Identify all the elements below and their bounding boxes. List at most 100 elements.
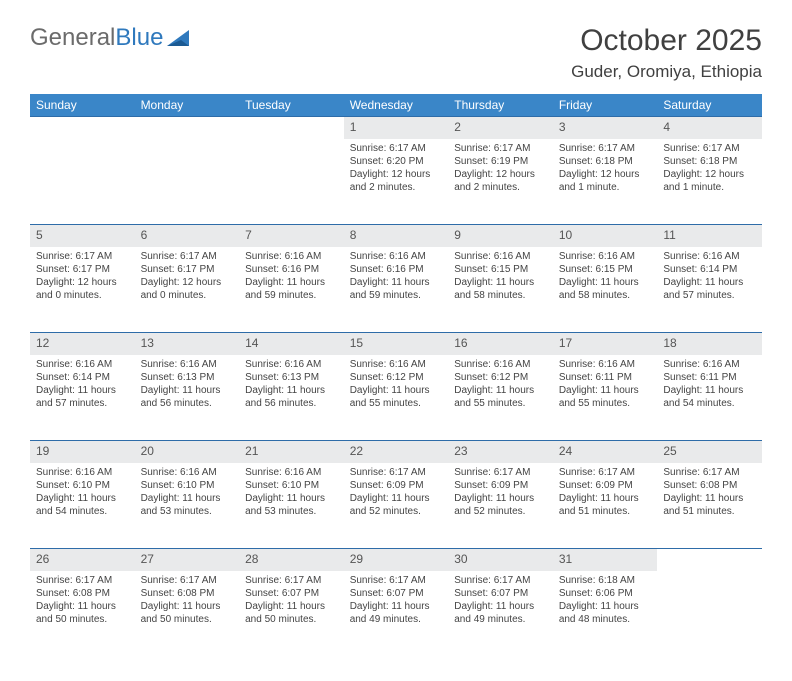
- sunrise-text: Sunrise: 6:16 AM: [454, 358, 547, 371]
- day-number-row: 567891011: [30, 225, 762, 247]
- day-data-cell: Sunrise: 6:17 AMSunset: 6:07 PMDaylight:…: [239, 571, 344, 657]
- day-data-row: Sunrise: 6:17 AMSunset: 6:20 PMDaylight:…: [30, 139, 762, 225]
- daylight-text: Daylight: 11 hours: [559, 492, 652, 505]
- daylight-text: and 55 minutes.: [559, 397, 652, 410]
- daylight-text: Daylight: 12 hours: [663, 168, 756, 181]
- day-number-cell: 17: [553, 333, 658, 355]
- daylight-text: Daylight: 11 hours: [454, 600, 547, 613]
- day-data-cell: Sunrise: 6:16 AMSunset: 6:10 PMDaylight:…: [135, 463, 240, 549]
- day-number-cell: 3: [553, 117, 658, 139]
- daylight-text: Daylight: 11 hours: [663, 384, 756, 397]
- daylight-text: and 49 minutes.: [454, 613, 547, 626]
- sunset-text: Sunset: 6:12 PM: [350, 371, 443, 384]
- sunrise-text: Sunrise: 6:16 AM: [36, 466, 129, 479]
- daylight-text: and 55 minutes.: [454, 397, 547, 410]
- day-number: 24: [559, 444, 572, 458]
- sunset-text: Sunset: 6:19 PM: [454, 155, 547, 168]
- day-number: 1: [350, 120, 357, 134]
- sunrise-text: Sunrise: 6:17 AM: [559, 142, 652, 155]
- calendar-table: Sunday Monday Tuesday Wednesday Thursday…: [30, 94, 762, 657]
- page-header: GeneralBlue October 2025 Guder, Oromiya,…: [30, 24, 762, 82]
- sunset-text: Sunset: 6:09 PM: [350, 479, 443, 492]
- day-number: 7: [245, 228, 252, 242]
- day-data-cell: Sunrise: 6:16 AMSunset: 6:16 PMDaylight:…: [344, 247, 449, 333]
- sunrise-text: Sunrise: 6:17 AM: [36, 574, 129, 587]
- day-data-cell: [135, 139, 240, 225]
- logo: GeneralBlue: [30, 24, 193, 52]
- sunrise-text: Sunrise: 6:16 AM: [350, 358, 443, 371]
- day-data-row: Sunrise: 6:17 AMSunset: 6:17 PMDaylight:…: [30, 247, 762, 333]
- sunrise-text: Sunrise: 6:16 AM: [559, 250, 652, 263]
- sunrise-text: Sunrise: 6:17 AM: [663, 466, 756, 479]
- day-data-cell: [657, 571, 762, 657]
- sunrise-text: Sunrise: 6:16 AM: [141, 358, 234, 371]
- day-data-cell: [239, 139, 344, 225]
- daylight-text: and 49 minutes.: [350, 613, 443, 626]
- day-number-cell: 2: [448, 117, 553, 139]
- month-title: October 2025: [571, 24, 762, 58]
- sunset-text: Sunset: 6:07 PM: [454, 587, 547, 600]
- day-number: 6: [141, 228, 148, 242]
- sunset-text: Sunset: 6:09 PM: [559, 479, 652, 492]
- day-number-cell: 31: [553, 549, 658, 571]
- daylight-text: Daylight: 12 hours: [350, 168, 443, 181]
- sunrise-text: Sunrise: 6:16 AM: [663, 358, 756, 371]
- daylight-text: Daylight: 11 hours: [350, 276, 443, 289]
- day-data-cell: Sunrise: 6:16 AMSunset: 6:12 PMDaylight:…: [448, 355, 553, 441]
- daylight-text: and 0 minutes.: [141, 289, 234, 302]
- day-data-cell: Sunrise: 6:16 AMSunset: 6:15 PMDaylight:…: [553, 247, 658, 333]
- sunset-text: Sunset: 6:16 PM: [350, 263, 443, 276]
- day-number: 2: [454, 120, 461, 134]
- day-data-cell: Sunrise: 6:18 AMSunset: 6:06 PMDaylight:…: [553, 571, 658, 657]
- sunset-text: Sunset: 6:14 PM: [663, 263, 756, 276]
- day-number-cell: [30, 117, 135, 139]
- title-block: October 2025 Guder, Oromiya, Ethiopia: [571, 24, 762, 82]
- daylight-text: Daylight: 12 hours: [36, 276, 129, 289]
- sunset-text: Sunset: 6:07 PM: [350, 587, 443, 600]
- day-number-cell: 7: [239, 225, 344, 247]
- daylight-text: and 53 minutes.: [245, 505, 338, 518]
- day-number: 18: [663, 336, 676, 350]
- day-number: 14: [245, 336, 258, 350]
- sunrise-text: Sunrise: 6:17 AM: [454, 466, 547, 479]
- day-number-cell: 29: [344, 549, 449, 571]
- day-number-cell: 11: [657, 225, 762, 247]
- daylight-text: Daylight: 11 hours: [350, 384, 443, 397]
- day-data-cell: Sunrise: 6:16 AMSunset: 6:16 PMDaylight:…: [239, 247, 344, 333]
- day-number-cell: 19: [30, 441, 135, 463]
- day-number: 16: [454, 336, 467, 350]
- daylight-text: and 48 minutes.: [559, 613, 652, 626]
- sunrise-text: Sunrise: 6:17 AM: [350, 574, 443, 587]
- day-number: 28: [245, 552, 258, 566]
- sunset-text: Sunset: 6:08 PM: [663, 479, 756, 492]
- sunset-text: Sunset: 6:18 PM: [559, 155, 652, 168]
- daylight-text: Daylight: 11 hours: [454, 492, 547, 505]
- day-number: 8: [350, 228, 357, 242]
- day-number: 12: [36, 336, 49, 350]
- day-number-cell: 30: [448, 549, 553, 571]
- sunrise-text: Sunrise: 6:17 AM: [559, 466, 652, 479]
- daylight-text: Daylight: 11 hours: [245, 600, 338, 613]
- sunrise-text: Sunrise: 6:17 AM: [454, 142, 547, 155]
- logo-text-a: General: [30, 24, 115, 52]
- daylight-text: and 53 minutes.: [141, 505, 234, 518]
- sunset-text: Sunset: 6:09 PM: [454, 479, 547, 492]
- day-number: 31: [559, 552, 572, 566]
- day-data-cell: Sunrise: 6:17 AMSunset: 6:18 PMDaylight:…: [553, 139, 658, 225]
- day-number-cell: 14: [239, 333, 344, 355]
- day-number-cell: 6: [135, 225, 240, 247]
- weekday-header: Sunday: [30, 94, 135, 117]
- daylight-text: Daylight: 12 hours: [141, 276, 234, 289]
- day-number-cell: 1: [344, 117, 449, 139]
- day-number-cell: 26: [30, 549, 135, 571]
- day-data-cell: Sunrise: 6:16 AMSunset: 6:10 PMDaylight:…: [239, 463, 344, 549]
- weekday-header: Saturday: [657, 94, 762, 117]
- daylight-text: Daylight: 11 hours: [663, 492, 756, 505]
- daylight-text: Daylight: 11 hours: [559, 276, 652, 289]
- sunset-text: Sunset: 6:16 PM: [245, 263, 338, 276]
- daylight-text: and 57 minutes.: [663, 289, 756, 302]
- daylight-text: and 2 minutes.: [350, 181, 443, 194]
- daylight-text: and 55 minutes.: [350, 397, 443, 410]
- day-number-row: 262728293031: [30, 549, 762, 571]
- daylight-text: Daylight: 11 hours: [36, 384, 129, 397]
